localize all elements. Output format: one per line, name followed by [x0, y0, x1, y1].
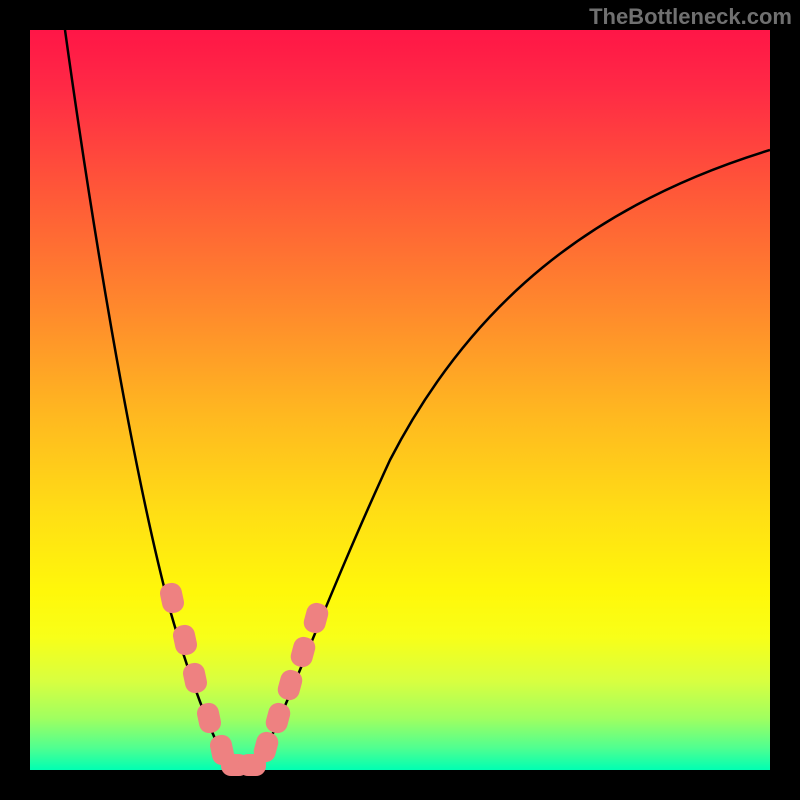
- curve-path: [65, 30, 770, 770]
- plot-area: [30, 30, 770, 770]
- watermark-text: TheBottleneck.com: [589, 4, 792, 30]
- bottleneck-curve: [30, 30, 770, 770]
